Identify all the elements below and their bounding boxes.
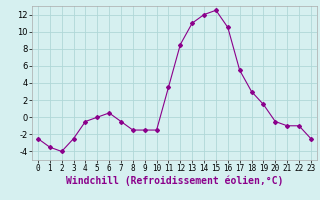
X-axis label: Windchill (Refroidissement éolien,°C): Windchill (Refroidissement éolien,°C) bbox=[66, 176, 283, 186]
